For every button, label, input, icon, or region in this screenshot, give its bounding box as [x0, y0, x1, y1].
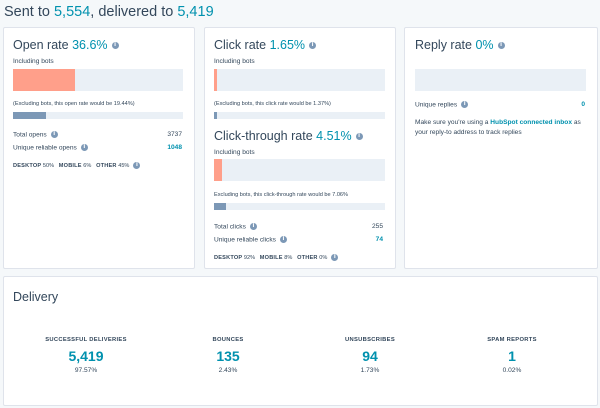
- ctr-excluding-bar: [214, 203, 385, 210]
- unique-opens-label: Unique reliable opens i: [13, 144, 88, 151]
- click-rate-title: Click rate 1.65% i: [214, 38, 317, 52]
- click-rate-value: 1.65%: [269, 38, 306, 52]
- click-excluding-bar-fill: [214, 112, 217, 119]
- click-rate-bar-fill: [214, 69, 217, 91]
- unique-clicks-label: Unique reliable clicks i: [214, 236, 287, 243]
- open-rate-bar-fill: [13, 69, 76, 91]
- sent-summary: Sent to 5,554, delivered to 5,419: [4, 4, 214, 20]
- click-excluding-note: (Excluding bots, this click rate would b…: [214, 101, 331, 107]
- info-icon[interactable]: i: [50, 131, 58, 138]
- total-opens-value: 3737: [167, 131, 182, 138]
- ctr-excluding-note: Excluding bots, this click-through rate …: [214, 192, 349, 198]
- info-icon[interactable]: i: [461, 101, 469, 108]
- stat-spam-reports: SPAM REPORTS 1 0.02%: [487, 337, 537, 374]
- ctr-value: 4.51%: [316, 129, 352, 143]
- info-icon[interactable]: i: [111, 42, 119, 50]
- info-icon[interactable]: i: [331, 254, 339, 261]
- ctr-excluding-bar-fill: [214, 203, 227, 210]
- info-icon[interactable]: i: [279, 236, 287, 243]
- reply-rate-bar: [415, 69, 586, 91]
- including-bots-label: Including bots: [13, 58, 54, 65]
- sent-count: 5,554: [53, 4, 91, 20]
- unique-clicks-value: 74: [375, 236, 383, 243]
- open-excluding-note: (Excluding bots, this open rate would be…: [13, 101, 135, 107]
- unique-opens-value: 1048: [167, 144, 182, 151]
- total-opens-label: Total opens i: [13, 131, 58, 138]
- ctr-including-bots-label: Including bots: [214, 149, 255, 156]
- info-icon[interactable]: i: [249, 223, 257, 230]
- open-devices: DESKTOP 50% MOBILE 6% OTHER 45% i: [13, 162, 141, 169]
- delivery-card: Delivery SUCCESSFUL DELIVERIES 5,419 97.…: [3, 276, 598, 406]
- reply-tracking-note: Make sure you're using a HubSpot connect…: [415, 119, 581, 136]
- open-rate-bar: [13, 69, 183, 91]
- click-rate-bar: [214, 69, 385, 91]
- unique-replies-value: 0: [581, 101, 585, 108]
- open-excluding-bar-fill: [13, 112, 47, 119]
- reply-rate-value: 0%: [475, 38, 494, 52]
- stat-bounces: BOUNCES 135 2.43%: [212, 337, 244, 374]
- unique-replies-label: Unique replies i: [415, 101, 469, 108]
- connected-inbox-link[interactable]: HubSpot connected inbox: [490, 119, 572, 126]
- open-rate-value: 36.6%: [72, 38, 108, 52]
- stat-unsubscribes: UNSUBSCRIBES 94 1.73%: [345, 337, 395, 374]
- open-rate-card: Open rate 36.6% i Including bots (Excludi…: [3, 27, 195, 269]
- delivery-title: Delivery: [13, 290, 59, 304]
- reply-rate-card: Reply rate 0% i Unique replies i 0 Make su…: [404, 27, 598, 269]
- ctr-bar: [214, 159, 385, 181]
- info-icon[interactable]: i: [133, 162, 141, 169]
- open-excluding-bar: [13, 112, 183, 119]
- click-excluding-bar: [214, 112, 385, 119]
- click-rate-card: Click rate 1.65% i Including bots (Exclud…: [204, 27, 396, 269]
- info-icon[interactable]: i: [80, 144, 88, 151]
- total-clicks-value: 255: [371, 223, 383, 230]
- stat-successful-deliveries: SUCCESSFUL DELIVERIES 5,419 97.57%: [45, 337, 127, 374]
- ctr-bar-fill: [214, 159, 222, 181]
- reply-rate-title: Reply rate 0% i: [415, 38, 505, 52]
- ctr-title: Click-through rate 4.51% i: [214, 129, 363, 143]
- including-bots-label: Including bots: [214, 58, 255, 65]
- total-clicks-label: Total clicks i: [214, 223, 257, 230]
- info-icon[interactable]: i: [497, 42, 505, 50]
- click-devices: DESKTOP 92% MOBILE 8% OTHER 0% i: [214, 254, 339, 261]
- info-icon[interactable]: i: [309, 42, 317, 50]
- open-rate-title: Open rate 36.6% i: [13, 38, 119, 52]
- info-icon[interactable]: i: [355, 133, 363, 141]
- delivered-count: 5,419: [177, 4, 214, 20]
